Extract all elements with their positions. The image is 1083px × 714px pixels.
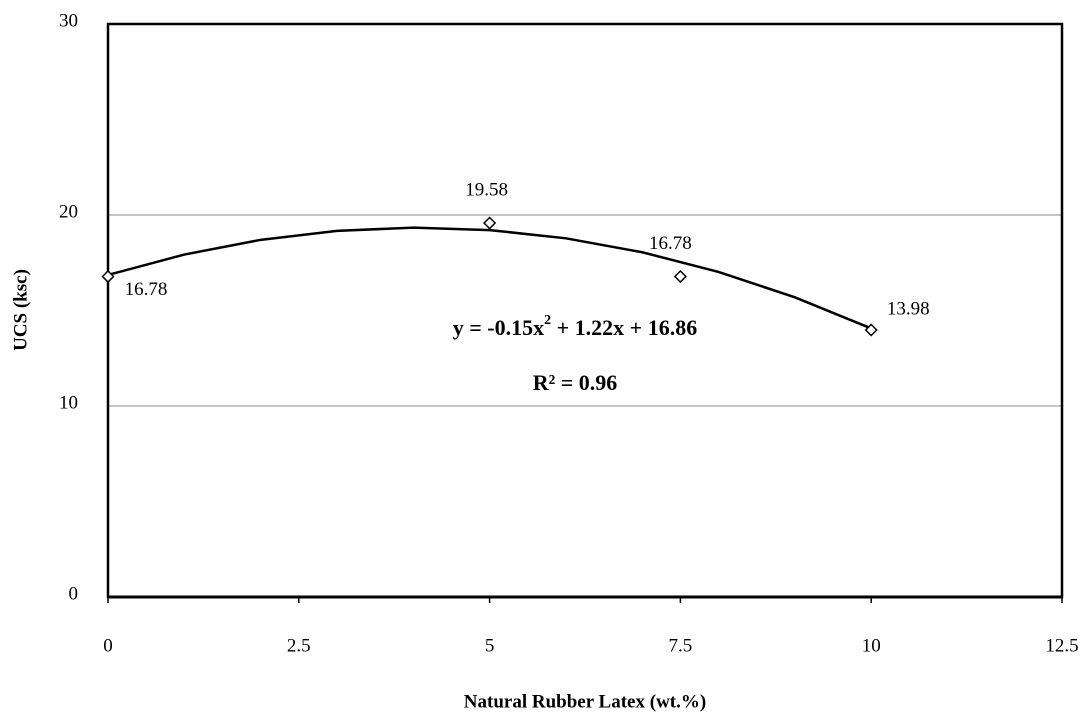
x-tick-label: 10 [862, 635, 881, 656]
data-label: 16.78 [649, 233, 692, 254]
data-label: 19.58 [465, 179, 508, 200]
x-tick-label: 5 [485, 635, 495, 656]
equation-exponent: 2 [544, 313, 551, 328]
trendline-equation: y = -0.15x2 + 1.22x + 16.86 [453, 313, 697, 340]
x-axis-label: Natural Rubber Latex (wt.%) [464, 691, 706, 712]
x-tick-label: 2.5 [287, 635, 311, 656]
x-tick-label: 0 [103, 635, 113, 656]
data-point [101, 269, 115, 284]
data-point [864, 323, 878, 337]
trendline [107, 226, 872, 330]
y-tick-label: 10 [59, 392, 78, 413]
x-tick-label: 7.5 [669, 635, 693, 656]
data-label: 13.98 [887, 298, 930, 319]
equation-base: y = -0.15x [453, 315, 544, 340]
plot: 0 10 20 30 0 2.5 5 7.5 10 12.5 16.78 19.58 16.78 13.9… [59, 10, 1079, 656]
y-tick-label: 20 [59, 201, 78, 222]
x-tick-label: 12.5 [1045, 635, 1078, 656]
y-axis-label: UCS (ksc) [10, 269, 31, 351]
data-point [673, 269, 687, 284]
r-squared: R² = 0.96 [533, 370, 618, 395]
equation-rest: + 1.22x + 16.86 [551, 315, 697, 340]
data-point [483, 216, 497, 230]
data-label: 16.78 [125, 279, 168, 300]
y-tick-label: 30 [59, 10, 78, 31]
y-tick-label: 0 [69, 583, 79, 604]
